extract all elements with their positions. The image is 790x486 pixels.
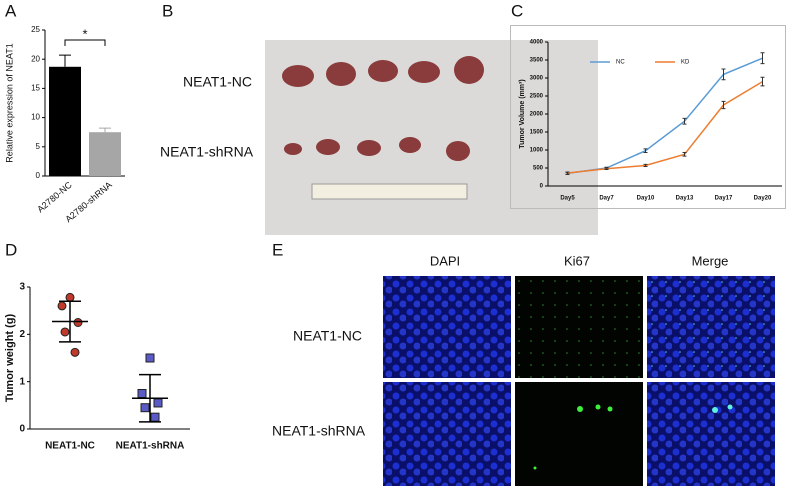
- y-axis-label: Relative expression of NEAT1: [4, 43, 14, 162]
- point: [140, 403, 150, 413]
- y-tick-label: 1: [19, 376, 25, 387]
- y-tick-label: 4000: [530, 40, 544, 46]
- y-tick-label: 0: [36, 171, 41, 180]
- line: [567, 80, 763, 174]
- y-tick-label: 0: [19, 424, 25, 435]
- panel-frame: [510, 25, 786, 209]
- y-tick-label: 3500: [530, 58, 544, 64]
- y-tick-label: 1000: [530, 148, 544, 154]
- error-bar: [643, 163, 648, 168]
- micrograph: [383, 276, 511, 378]
- tumors: [282, 56, 484, 161]
- micrograph: [647, 276, 775, 378]
- x-tick-label: Day17: [715, 196, 733, 202]
- column-label: Merge: [692, 253, 729, 268]
- y-tick-label: 10: [31, 113, 40, 122]
- x-tick-label: A2780-NC: [35, 179, 74, 214]
- significance-bracket: [64, 39, 106, 46]
- error-bar: [604, 167, 609, 170]
- column-label: Ki67: [564, 253, 590, 268]
- error-bar: [99, 127, 111, 133]
- point: [65, 292, 75, 302]
- panel-letter: D: [5, 240, 17, 259]
- error-bar: [682, 117, 687, 125]
- row-label: NEAT1-NC: [293, 328, 362, 344]
- row-label: NEAT1-shRNA: [272, 423, 366, 439]
- y-tick-label: 2000: [530, 112, 544, 118]
- legend-label: KD: [681, 60, 690, 66]
- panel-letter: B: [162, 1, 173, 20]
- error-bar: [760, 76, 765, 87]
- panel-letter: E: [272, 240, 283, 259]
- x-tick-label: NEAT1-shRNA: [116, 441, 185, 452]
- x-tick-label: Day7: [599, 196, 614, 202]
- bar: [49, 66, 81, 176]
- legend-label: NC: [616, 60, 625, 66]
- error-bar: [721, 100, 726, 110]
- y-tick-label: 3: [19, 282, 25, 293]
- x-tick-label: Day20: [754, 196, 772, 202]
- x-tick-label: NEAT1-NC: [45, 441, 95, 452]
- point: [150, 412, 160, 422]
- error-bar: [682, 152, 687, 157]
- micrograph: [383, 382, 511, 486]
- y-tick-label: 500: [533, 166, 544, 172]
- column-label: DAPI: [430, 253, 460, 268]
- point: [73, 318, 83, 327]
- y-tick-label: 5: [36, 142, 41, 151]
- panel-letter: C: [511, 1, 523, 20]
- error-bar: [643, 148, 648, 154]
- y-tick-label: 3000: [530, 76, 544, 82]
- y-tick-label: 25: [31, 25, 40, 34]
- error-bar: [59, 54, 71, 67]
- point: [137, 389, 147, 398]
- point: [145, 353, 155, 363]
- y-tick-label: 20: [31, 54, 40, 63]
- ki67-spots: [533, 404, 613, 470]
- micrograph: [647, 382, 775, 486]
- point: [153, 398, 163, 408]
- row-label: NEAT1-shRNA: [160, 144, 254, 160]
- y-tick-label: 2500: [530, 94, 544, 100]
- sd-bar: [59, 300, 81, 343]
- annotation: *: [82, 26, 87, 41]
- y-axis-label: Tumor weight (g): [4, 313, 16, 402]
- x-tick-label: Day10: [637, 196, 655, 202]
- y-tick-label: 15: [31, 84, 40, 93]
- ruler: [311, 183, 468, 200]
- y-tick-label: 0: [540, 184, 544, 190]
- x-tick-label: Day13: [676, 196, 694, 202]
- point: [60, 327, 70, 337]
- y-axis-label: Tumor Volume (mm³): [519, 79, 526, 148]
- row-label: NEAT1-NC: [183, 74, 252, 90]
- merge-spots: [712, 404, 733, 413]
- micrograph: [515, 276, 643, 378]
- error-bar: [721, 68, 726, 81]
- x-tick-label: Day5: [560, 196, 575, 202]
- y-tick-label: 2: [19, 329, 25, 340]
- error-bar: [565, 171, 570, 175]
- panel-letter: A: [5, 1, 17, 20]
- y-tick-label: 1500: [530, 130, 544, 136]
- bar: [89, 132, 121, 176]
- point: [70, 347, 80, 357]
- point: [57, 301, 67, 311]
- micrograph: [515, 382, 643, 486]
- sd-bar: [139, 373, 161, 423]
- error-bar: [760, 52, 765, 65]
